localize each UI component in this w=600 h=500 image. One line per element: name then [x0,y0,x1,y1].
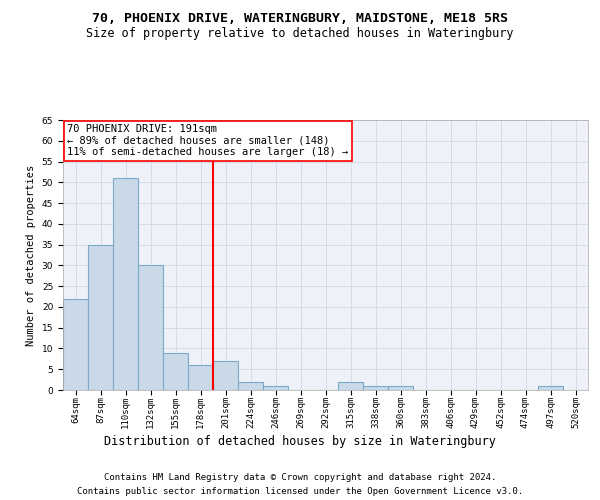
Text: Distribution of detached houses by size in Wateringbury: Distribution of detached houses by size … [104,435,496,448]
Bar [88,244,113,390]
Bar [138,266,163,390]
Y-axis label: Number of detached properties: Number of detached properties [26,164,36,346]
Bar [538,386,563,390]
Text: Size of property relative to detached houses in Wateringbury: Size of property relative to detached ho… [86,28,514,40]
Bar [263,386,288,390]
Text: 70, PHOENIX DRIVE, WATERINGBURY, MAIDSTONE, ME18 5RS: 70, PHOENIX DRIVE, WATERINGBURY, MAIDSTO… [92,12,508,26]
Bar [213,361,238,390]
Bar [163,352,188,390]
Text: 70 PHOENIX DRIVE: 191sqm
← 89% of detached houses are smaller (148)
11% of semi-: 70 PHOENIX DRIVE: 191sqm ← 89% of detach… [67,124,349,158]
Text: Contains public sector information licensed under the Open Government Licence v3: Contains public sector information licen… [77,488,523,496]
Text: Contains HM Land Registry data © Crown copyright and database right 2024.: Contains HM Land Registry data © Crown c… [104,472,496,482]
Bar [188,365,213,390]
Bar [338,382,363,390]
Bar [238,382,263,390]
Bar [63,298,88,390]
Bar [113,178,138,390]
Bar [363,386,388,390]
Bar [388,386,413,390]
